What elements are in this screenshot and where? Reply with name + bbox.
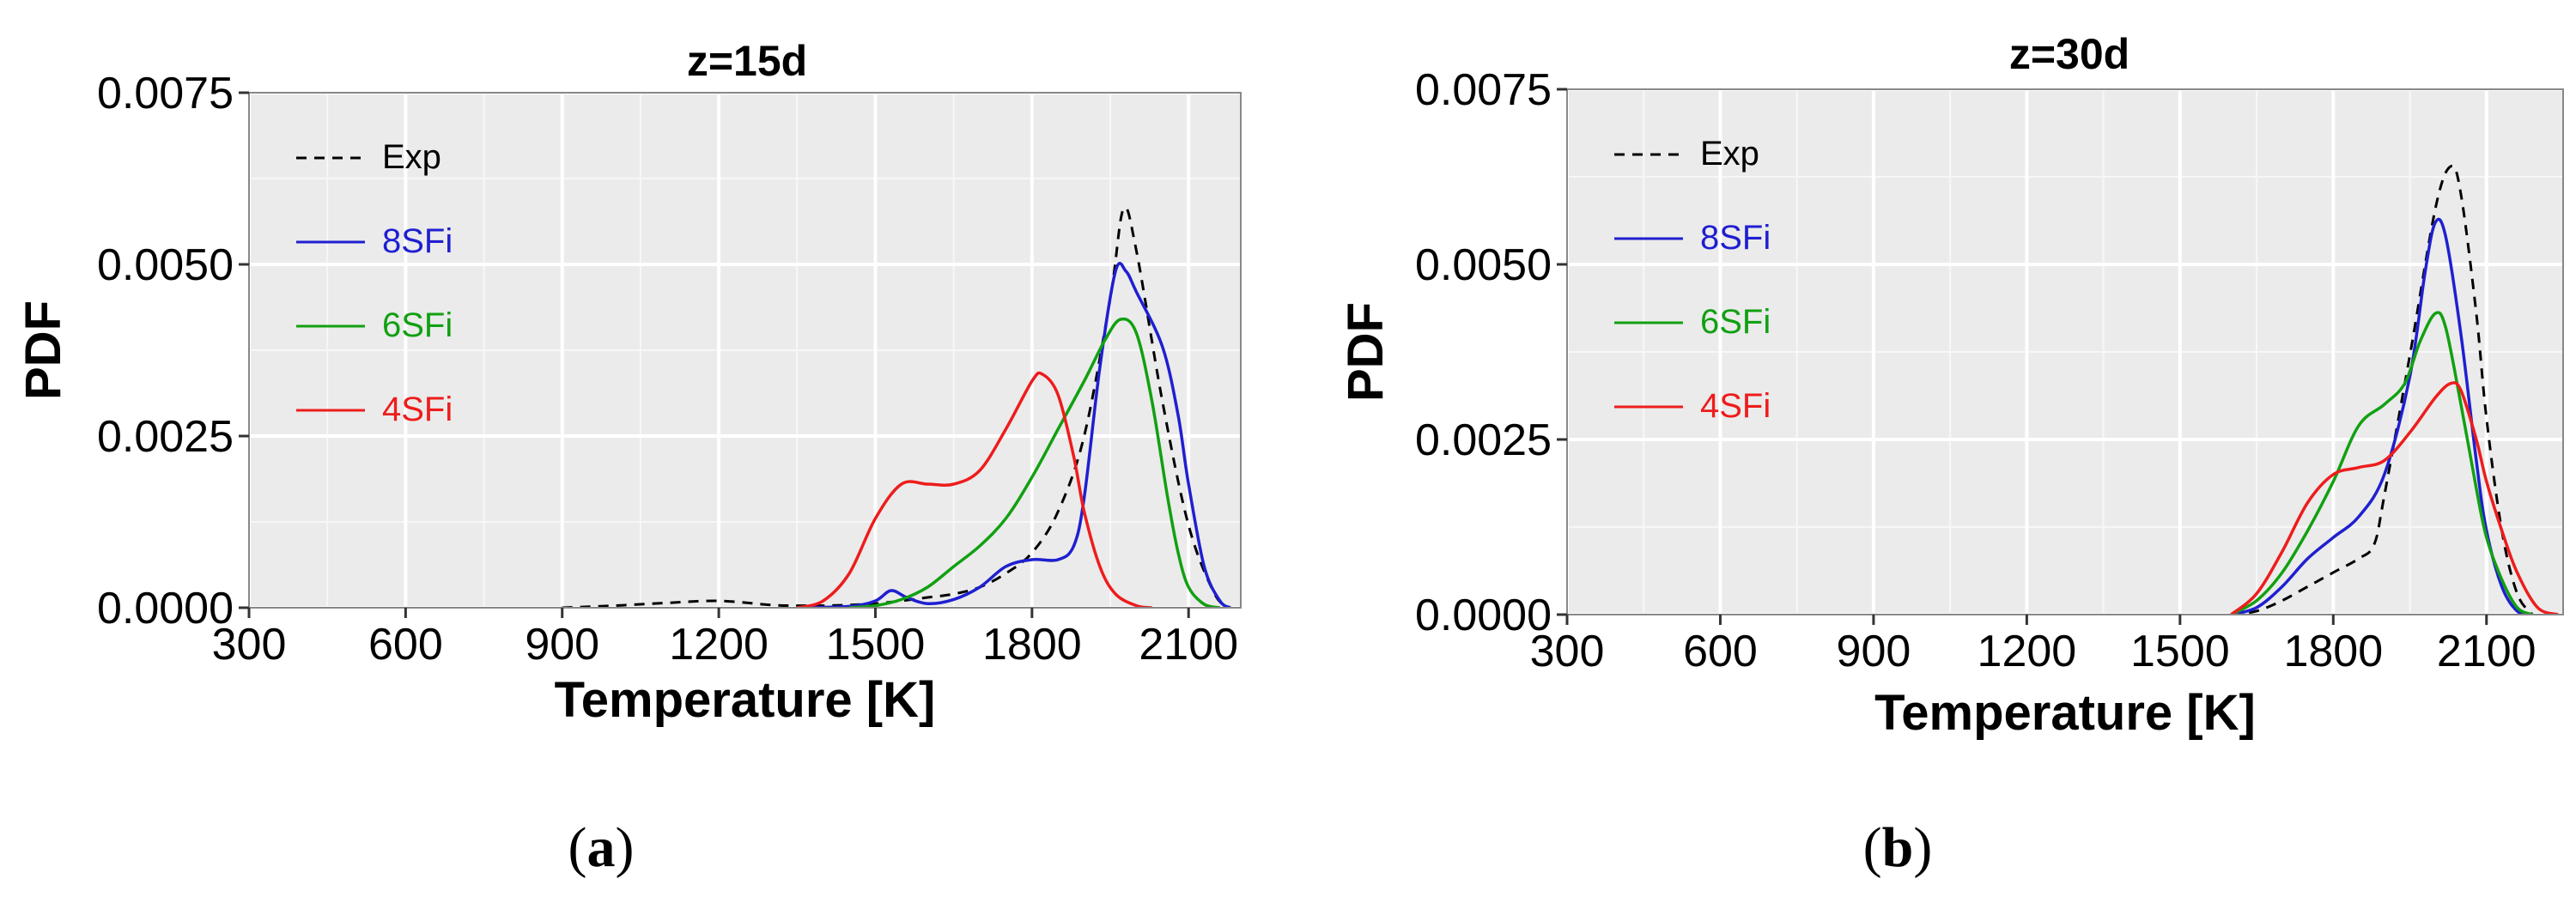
chart-title: z=30d xyxy=(2009,30,2129,78)
x-tick-label: 1800 xyxy=(982,620,1082,670)
chart-title: z=15d xyxy=(687,37,807,85)
y-tick-label: 0.0025 xyxy=(1415,415,1552,465)
x-tick-label: 1500 xyxy=(2130,627,2230,676)
y-tick-label: 0.0050 xyxy=(1415,240,1552,290)
plot-border xyxy=(1566,88,2564,615)
x-tick-label: 600 xyxy=(368,620,443,670)
y-tick-label: 0.0075 xyxy=(1415,65,1552,115)
x-tick-label: 2100 xyxy=(2437,627,2537,676)
legend-label-6sfi: 6SFi xyxy=(1700,303,1771,341)
chart-a: 300 600 900 1200 1500 1800 2100 0.0000 0.0025 0.0… xyxy=(15,37,1242,728)
y-axis-label: PDF xyxy=(15,300,71,400)
panel-label-b: (b) xyxy=(1862,816,1933,879)
x-axis-label: Temperature [K] xyxy=(1874,685,2256,741)
x-axis-label: Temperature [K] xyxy=(555,672,936,728)
y-tick-label: 0.0000 xyxy=(97,584,234,633)
x-tick-label: 900 xyxy=(1837,627,1911,676)
x-tick-label: 2100 xyxy=(1139,620,1238,670)
x-tick-label: 1500 xyxy=(826,620,926,670)
x-tick-label: 1800 xyxy=(2283,627,2383,676)
y-tick-label: 0.0050 xyxy=(97,240,234,290)
legend-label-8sfi: 8SFi xyxy=(1700,219,1771,257)
x-tick-label: 300 xyxy=(1530,627,1605,676)
x-tick-label: 900 xyxy=(525,620,599,670)
plot-border xyxy=(248,92,1242,609)
y-tick-label: 0.0075 xyxy=(97,69,234,118)
legend-label-4sfi: 4SFi xyxy=(1700,387,1771,425)
legend-label-exp: Exp xyxy=(382,138,441,176)
y-tick-label: 0.0025 xyxy=(97,412,234,462)
series-group xyxy=(562,206,1231,608)
series-line-8sfi xyxy=(2230,217,2533,615)
series-group xyxy=(2230,164,2559,615)
chart-b: 300 600 900 1200 1500 1800 2100 0.0000 0.0025 0.0… xyxy=(1338,30,2564,741)
x-tick-label: 1200 xyxy=(669,620,769,670)
series-line-4sfi xyxy=(2230,381,2559,615)
x-tick-label: 300 xyxy=(212,620,287,670)
series-line-6sfi xyxy=(2230,311,2534,615)
legend-label-exp: Exp xyxy=(1700,135,1759,173)
series-line-6sfi xyxy=(848,317,1221,608)
y-tick-label: 0.0000 xyxy=(1415,591,1552,640)
x-tick-label: 600 xyxy=(1683,627,1758,676)
legend-label-8sfi: 8SFi xyxy=(382,222,453,260)
legend-label-4sfi: 4SFi xyxy=(382,391,453,428)
series-line-4sfi xyxy=(796,371,1152,608)
legend-label-6sfi: 6SFi xyxy=(382,306,453,344)
x-tick-label: 1200 xyxy=(1978,627,2077,676)
series-line-exp xyxy=(562,206,1231,608)
panel-label-a: (a) xyxy=(568,816,635,879)
y-axis-label: PDF xyxy=(1338,302,1394,402)
